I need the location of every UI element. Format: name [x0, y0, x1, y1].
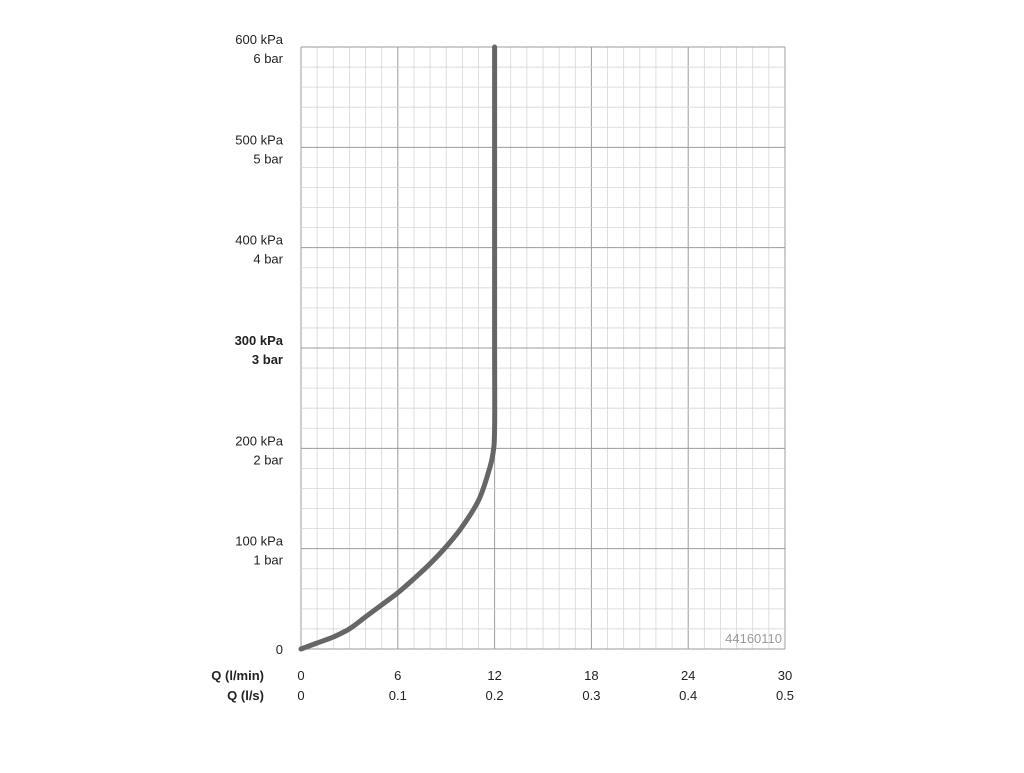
y-tick-label-kpa: 100 kPa: [235, 534, 283, 549]
y-tick-label-kpa: 500 kPa: [235, 132, 283, 147]
curve-layer: [298, 44, 498, 652]
x-axis-title-primary: Q (l/min): [211, 668, 264, 683]
y-tick-label-kpa: 0: [276, 642, 283, 657]
x-tick-label-secondary: 0.2: [486, 688, 504, 703]
x-tick-label-secondary: 0: [297, 688, 304, 703]
x-tick-label-primary: 12: [487, 668, 501, 683]
y-tick-label-kpa: 400 kPa: [235, 233, 283, 248]
x-tick-label-primary: 6: [394, 668, 401, 683]
y-tick-label-kpa: 600 kPa: [235, 32, 283, 47]
x-tick-label-secondary: 0.1: [389, 688, 407, 703]
x-tick-label-primary: 30: [778, 668, 792, 683]
x-tick-label-secondary: 0.4: [679, 688, 697, 703]
y-tick-label-bar: 4 bar: [253, 252, 283, 267]
x-tick-label-primary: 0: [297, 668, 304, 683]
y-tick-label-bar: 5 bar: [253, 151, 283, 166]
x-tick-label-secondary: 0.3: [582, 688, 600, 703]
x-axis-ticks: 0 6 12 18 24 30 0 0.1 0.2 0.3 0.4 0.5: [297, 668, 794, 703]
y-tick-label-bar: 6 bar: [253, 51, 283, 66]
x-tick-label-secondary: 0.5: [776, 688, 794, 703]
y-axis-ticks: 0 100 kPa 1 bar 200 kPa 2 bar 300 kPa 3 bar 400…: [235, 32, 284, 657]
grid: [300, 46, 786, 650]
y-tick-label-kpa: 300 kPa: [235, 333, 284, 348]
x-tick-label-primary: 24: [681, 668, 695, 683]
y-tick-label-bar: 1 bar: [253, 553, 283, 568]
product-code-label: 44160110: [725, 631, 782, 646]
y-tick-label-bar: 2 bar: [253, 452, 283, 467]
x-axis-title-secondary: Q (l/s): [227, 688, 264, 703]
y-tick-label-kpa: 200 kPa: [235, 433, 283, 448]
y-tick-label-bar: 3 bar: [252, 352, 283, 367]
x-tick-label-primary: 18: [584, 668, 598, 683]
flow-curve: [298, 44, 498, 652]
